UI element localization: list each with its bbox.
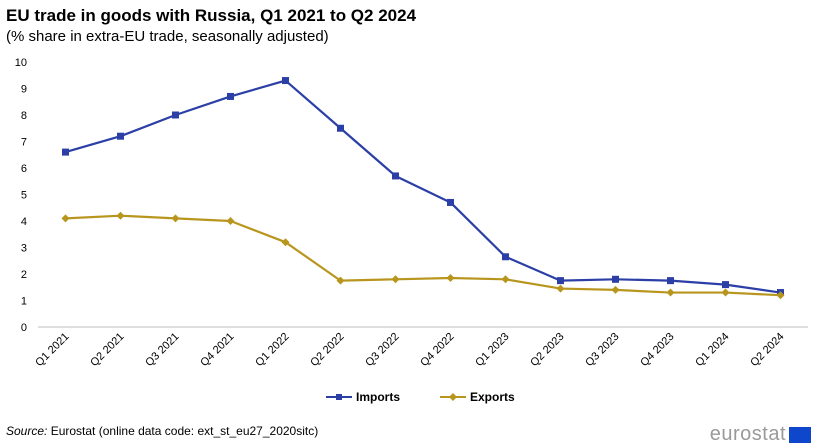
x-tick-label: Q1 2022 <box>253 331 291 369</box>
series-line-exports <box>65 214 781 297</box>
legend-label-exports: Exports <box>470 390 515 404</box>
x-tick-label: Q2 2023 <box>528 331 566 369</box>
y-tick-label: 5 <box>21 190 27 202</box>
eu-flag-icon <box>789 427 811 443</box>
data-point-exports <box>336 276 345 285</box>
logo-text: eurostat <box>709 423 786 445</box>
x-tick-label: Q3 2021 <box>143 331 181 369</box>
source-note: Source: Eurostat (online data code: ext_… <box>6 424 318 438</box>
data-point-imports <box>557 277 564 285</box>
eurostat-logo: eurostat <box>710 424 811 444</box>
y-tick-label: 3 <box>21 243 27 255</box>
legend-swatch-imports <box>326 394 352 400</box>
x-tick-label: Q3 2022 <box>363 331 401 369</box>
data-point-imports <box>62 148 69 156</box>
line-chart: 0 1 2 3 4 5 6 7 8 9 10 Q1 2021 Q2 2021 Q3 2021 Q4 202… <box>15 57 808 369</box>
x-axis: Q1 2021 Q2 2021 Q3 2021 Q4 2021 Q1 2022 Q2 20… <box>33 326 808 369</box>
data-point-imports <box>667 277 674 285</box>
y-tick-label: 6 <box>21 163 27 175</box>
data-point-imports <box>722 281 729 289</box>
data-point-exports <box>721 288 730 297</box>
y-tick-label: 1 <box>21 296 27 308</box>
y-tick-label: 10 <box>15 57 27 69</box>
x-tick-label: Q3 2023 <box>583 331 621 369</box>
x-tick-label: Q4 2023 <box>638 331 676 369</box>
data-point-imports <box>392 172 399 180</box>
x-tick-label: Q1 2023 <box>473 331 511 369</box>
x-tick-label: Q2 2024 <box>748 331 786 369</box>
legend-swatch-exports <box>440 393 466 401</box>
x-tick-label: Q4 2022 <box>418 331 456 369</box>
legend-item-exports: Exports <box>440 390 515 404</box>
data-point-imports <box>612 275 619 283</box>
data-point-exports <box>611 285 620 294</box>
data-point-imports <box>282 77 289 85</box>
data-point-exports <box>116 211 125 220</box>
data-point-imports <box>502 253 509 261</box>
series-line-imports <box>65 79 781 294</box>
data-point-exports <box>446 273 455 282</box>
data-point-exports <box>556 284 565 293</box>
data-point-imports <box>172 111 179 119</box>
y-tick-label: 0 <box>21 322 27 334</box>
data-point-imports <box>227 92 234 100</box>
chart-subtitle: (% share in extra-EU trade, seasonally a… <box>6 28 329 45</box>
legend-item-imports: Imports <box>326 390 400 404</box>
data-point-exports <box>61 214 70 223</box>
data-point-exports <box>281 238 290 247</box>
data-point-exports <box>501 275 510 284</box>
x-tick-label: Q1 2021 <box>33 331 71 369</box>
series-layer <box>61 77 785 300</box>
source-label: Source: <box>6 424 48 438</box>
data-point-imports <box>337 124 344 132</box>
legend-label-imports: Imports <box>356 390 401 404</box>
y-tick-label: 9 <box>21 84 27 96</box>
data-point-imports <box>447 198 454 206</box>
data-point-imports <box>117 132 124 140</box>
chart-title: EU trade in goods with Russia, Q1 2021 t… <box>6 6 417 25</box>
x-tick-label: Q1 2024 <box>693 331 731 369</box>
y-axis: 0 1 2 3 4 5 6 7 8 9 10 <box>15 57 27 334</box>
chart-legend: Imports Exports <box>0 390 815 410</box>
x-tick-label: Q4 2021 <box>198 331 236 369</box>
data-point-exports <box>776 291 785 300</box>
x-tick-label: Q2 2021 <box>88 331 126 369</box>
data-point-exports <box>171 214 180 223</box>
y-tick-label: 4 <box>21 216 27 228</box>
data-point-exports <box>666 288 675 297</box>
y-tick-label: 2 <box>21 269 27 281</box>
data-point-exports <box>226 217 235 225</box>
y-tick-label: 7 <box>21 137 27 149</box>
source-text: Eurostat (online data code: ext_st_eu27_… <box>50 424 319 438</box>
data-point-exports <box>391 275 400 284</box>
x-tick-label: Q2 2022 <box>308 331 346 369</box>
y-tick-label: 8 <box>21 110 27 122</box>
